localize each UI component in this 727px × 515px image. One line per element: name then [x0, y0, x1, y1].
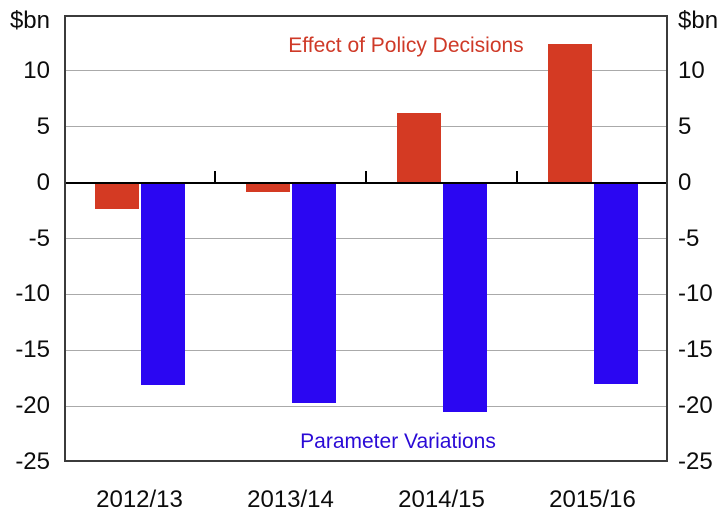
policy-decisions-annotation: Effect of Policy Decisions	[288, 34, 524, 57]
y-tick-label-right--25: -25	[678, 448, 713, 475]
gridline--15	[64, 349, 668, 351]
category-boundary-tick	[516, 170, 518, 183]
category-boundary-tick	[214, 170, 216, 183]
category-boundary-tick	[365, 170, 367, 183]
y-tick-label-left--10: -10	[15, 280, 50, 308]
y-tick-label-right--15: -15	[678, 336, 713, 364]
y-axis-right: $bn 10 5 0 -5 -10 -15 -20 -25	[678, 0, 727, 515]
y-tick-label-left--15: -15	[15, 336, 50, 364]
y-tick-label-left-10: 10	[23, 56, 50, 84]
bar-parameter-2015/16	[593, 182, 638, 384]
x-category-label-2012/13: 2012/13	[96, 486, 183, 513]
y-tick-label-left-5: 5	[36, 112, 50, 140]
bar-policy-2015/16	[547, 44, 592, 183]
parameter-variations-annotation: Parameter Variations	[300, 430, 496, 453]
y-tick-label-right--10: -10	[678, 280, 713, 308]
x-category-label-2014/15: 2014/15	[398, 486, 485, 513]
y-tick-label-left--5: -5	[28, 224, 50, 252]
y-tick-label-right--5: -5	[678, 224, 700, 252]
y-tick-label-left--20: -20	[15, 392, 50, 420]
gridline--20	[64, 405, 668, 407]
y-axis-left: $bn 10 5 0 -5 -10 -15 -20 -25	[0, 0, 50, 515]
bar-policy-2014/15	[396, 113, 441, 183]
bar-policy-2012/13	[94, 182, 139, 210]
y-tick-label-right--20: -20	[678, 392, 713, 420]
gridline--5	[64, 238, 668, 239]
x-category-label-2013/14: 2013/14	[247, 486, 334, 513]
y-tick-label-left--25: -25	[15, 448, 50, 475]
zero-axis-line	[64, 181, 668, 184]
y-tick-label-right-0: 0	[678, 168, 692, 196]
y-axis-unit-label-left: $bn	[9, 7, 50, 34]
bar-parameter-2014/15	[442, 182, 487, 412]
plot-area	[64, 15, 668, 462]
y-axis-unit-label-right: $bn	[678, 7, 719, 34]
gridline-5	[64, 126, 668, 128]
y-tick-label-left-0: 0	[36, 168, 50, 196]
gridline-10	[64, 70, 668, 72]
bar-parameter-2012/13	[140, 182, 185, 385]
gridline--10	[64, 293, 668, 295]
x-category-label-2015/16: 2015/16	[549, 486, 636, 513]
bar-policy-2013/14	[245, 182, 290, 192]
y-tick-label-right-5: 5	[678, 112, 692, 140]
bar-parameter-2013/14	[291, 182, 336, 403]
y-tick-label-right-10: 10	[678, 56, 705, 84]
